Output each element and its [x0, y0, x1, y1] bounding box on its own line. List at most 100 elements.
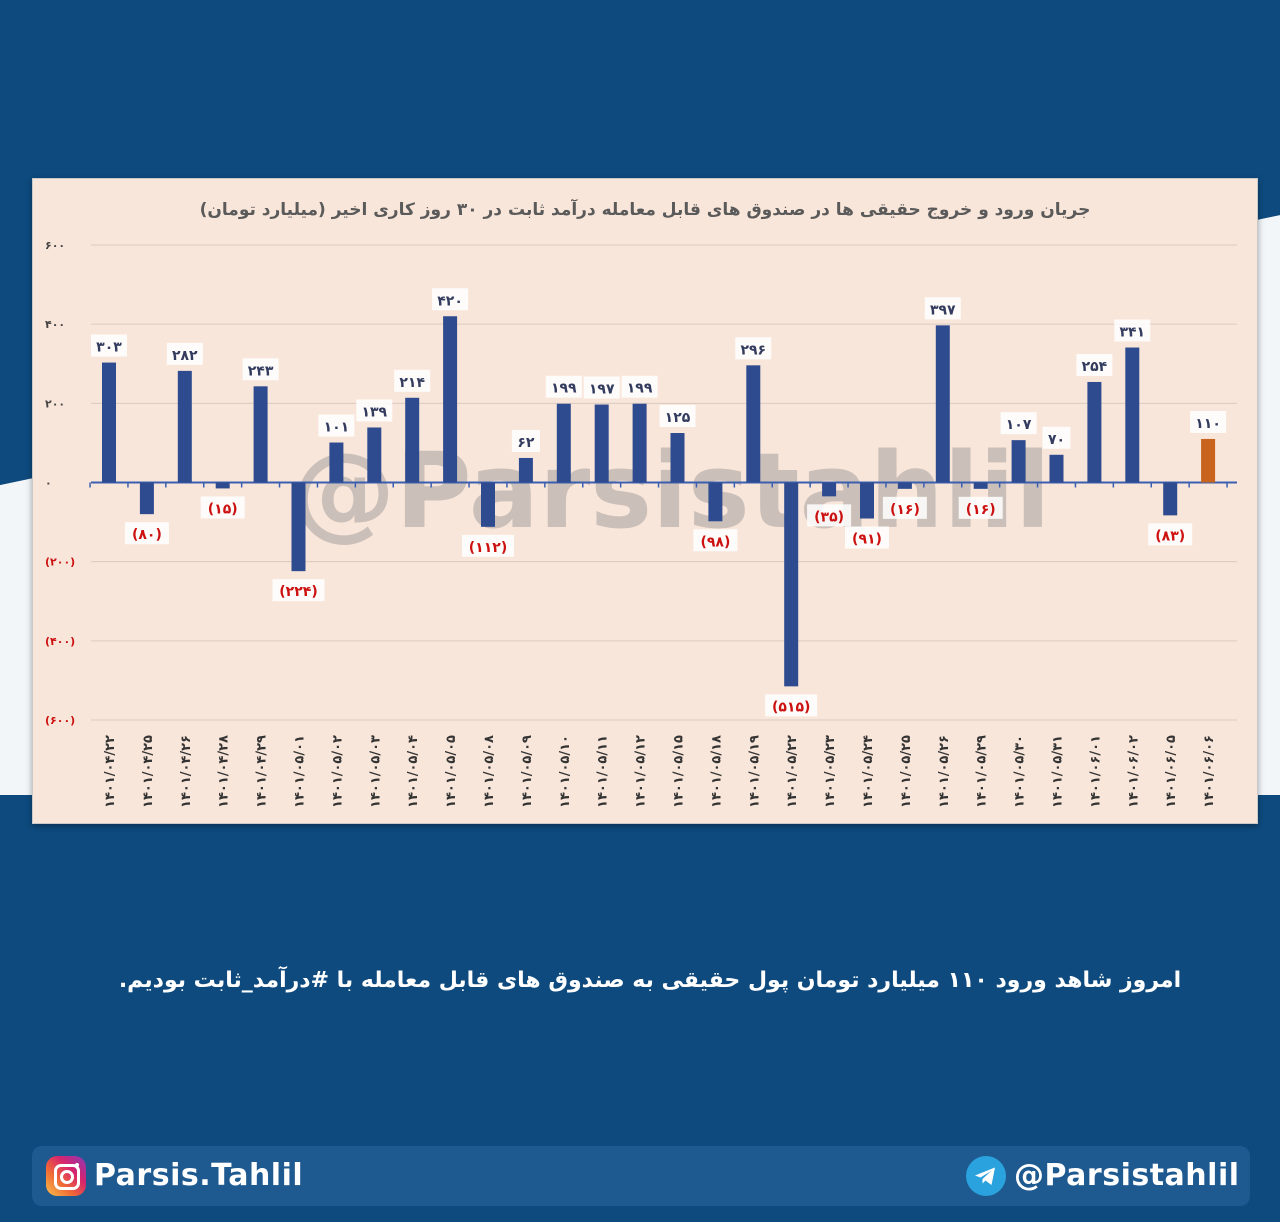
x-tick-label: ۱۴۰۱/۰۵/۰۳	[368, 735, 383, 808]
x-tick-label: ۱۴۰۱/۰۴/۲۹	[255, 735, 270, 808]
data-label-box	[394, 369, 431, 392]
y-tick-label: (۶۰۰)	[45, 714, 75, 727]
data-label-box	[659, 405, 696, 428]
data-label-box	[693, 529, 738, 552]
x-tick-label: ۱۴۰۱/۰۵/۱۱	[596, 735, 611, 808]
data-label: ۲۱۴	[399, 375, 425, 391]
bar	[291, 482, 306, 572]
x-tick-label: ۱۴۰۱/۰۴/۲۵	[141, 735, 156, 808]
data-label: (۸۳)	[1155, 528, 1185, 544]
y-tick-label: ۶۰۰	[45, 239, 65, 252]
y-tick-label: (۲۰۰)	[45, 556, 75, 569]
data-label: (۲۲۴)	[279, 584, 317, 600]
bar	[215, 482, 230, 489]
data-label: ۱۹۷	[589, 382, 615, 398]
bar	[253, 386, 268, 483]
x-tick-label: ۱۴۰۱/۰۵/۲۴	[861, 735, 876, 808]
data-label: ۳۰۳	[96, 340, 122, 356]
data-label-box	[124, 522, 169, 545]
data-label: (۱۶)	[966, 502, 996, 518]
bar	[1087, 381, 1102, 483]
data-label: ۳۴۱	[1119, 325, 1145, 341]
data-label-box	[462, 534, 514, 557]
data-label-box	[432, 288, 469, 311]
x-tick-label: ۱۴۰۱/۰۵/۲۵	[899, 735, 914, 808]
x-tick-label: ۱۴۰۱/۰۵/۲۲	[785, 735, 800, 808]
data-label-box	[272, 579, 325, 602]
bar	[329, 442, 344, 483]
y-tick-label: ۰	[45, 477, 52, 490]
data-label-box	[1076, 353, 1113, 376]
bar	[670, 433, 685, 483]
data-label-box	[924, 297, 961, 320]
bar	[405, 397, 420, 483]
x-tick-label: ۱۴۰۱/۰۶/۰۱	[1088, 735, 1103, 808]
bar	[1201, 438, 1216, 483]
bar	[973, 482, 988, 489]
bar	[1163, 482, 1178, 516]
data-label: ۴۲۰	[437, 293, 463, 309]
x-tick-label: ۱۴۰۱/۰۵/۰۸	[482, 735, 497, 808]
data-label-box	[882, 496, 927, 519]
data-label: (۱۵)	[208, 501, 238, 517]
bar	[139, 482, 154, 515]
caption-text: امروز شاهد ورود ۱۱۰ میلیارد تومان پول حق…	[118, 968, 1182, 993]
data-label: (۹۱)	[852, 532, 882, 548]
bar	[594, 404, 609, 483]
data-label: ۲۴۳	[248, 363, 274, 379]
bar	[1049, 454, 1064, 483]
footer-bar: Parsis.Tahlil @Parsistahlil	[32, 1146, 1250, 1206]
telegram-icon[interactable]	[966, 1156, 1006, 1196]
bar	[481, 482, 495, 527]
x-tick-label: ۱۴۰۱/۰۵/۲۶	[937, 735, 952, 808]
data-label: (۹۸)	[700, 534, 730, 550]
chart-title: جریان ورود و خروج حقیقی ها در صندوق های …	[200, 198, 1091, 220]
x-tick-label: ۱۴۰۱/۰۵/۱۸	[709, 735, 724, 808]
x-tick-label: ۱۴۰۱/۰۵/۰۱	[293, 735, 308, 808]
x-tick-label: ۱۴۰۱/۰۶/۰۵	[1164, 735, 1179, 808]
data-label: (۳۵)	[814, 509, 844, 525]
bar	[860, 482, 874, 519]
bar	[102, 362, 116, 483]
data-label-box	[91, 334, 127, 357]
data-label-box	[545, 375, 582, 398]
bar	[708, 482, 723, 522]
data-label-box	[1042, 426, 1071, 449]
instagram-handle[interactable]: Parsis.Tahlil	[94, 1158, 304, 1193]
data-label: ۶۲	[517, 435, 535, 451]
x-tick-label: ۱۴۰۱/۰۴/۲۲	[103, 735, 118, 808]
data-label-box	[807, 504, 852, 527]
x-tick-label: ۱۴۰۱/۰۶/۰۶	[1202, 735, 1217, 808]
x-tick-label: ۱۴۰۱/۰۵/۳۱	[1051, 735, 1066, 808]
data-label-box	[1148, 523, 1193, 546]
bar	[177, 370, 192, 483]
bar	[822, 482, 837, 497]
data-label: ۱۱۰	[1195, 416, 1221, 432]
bar	[897, 482, 912, 489]
x-tick-label: ۱۴۰۱/۰۵/۳۰	[1013, 735, 1028, 808]
data-label: ۲۸۲	[172, 348, 198, 364]
bar	[784, 482, 799, 687]
bar	[746, 365, 761, 483]
data-label-box	[1190, 410, 1227, 433]
x-tick-label: ۱۴۰۱/۰۵/۱۰	[558, 735, 573, 808]
data-label: ۷۰	[1048, 432, 1065, 448]
x-tick-label: ۱۴۰۱/۰۵/۱۹	[747, 735, 762, 808]
data-label-box	[166, 342, 203, 365]
bar-chart: جریان ورود و خروج حقیقی ها در صندوق های …	[45, 198, 1237, 808]
x-tick-label: ۱۴۰۱/۰۵/۲۹	[975, 735, 990, 808]
data-label: ۱۹۹	[627, 381, 653, 397]
x-tick-label: ۱۴۰۱/۰۵/۱۵	[672, 735, 687, 808]
data-label-box	[242, 358, 279, 381]
x-tick-label: ۱۴۰۱/۰۴/۲۶	[179, 735, 194, 808]
data-label-box	[958, 496, 1003, 519]
instagram-icon[interactable]	[46, 1156, 86, 1196]
data-label-box	[1000, 412, 1037, 435]
data-label-box	[318, 414, 355, 437]
x-tick-label: ۱۴۰۱/۰۵/۲۳	[823, 735, 838, 808]
data-label: ۱۰۱	[324, 420, 350, 436]
telegram-handle[interactable]: @Parsistahlil	[1014, 1158, 1240, 1193]
data-label: ۱۳۹	[361, 404, 387, 420]
data-label-box	[765, 694, 818, 717]
bar	[1011, 440, 1026, 483]
